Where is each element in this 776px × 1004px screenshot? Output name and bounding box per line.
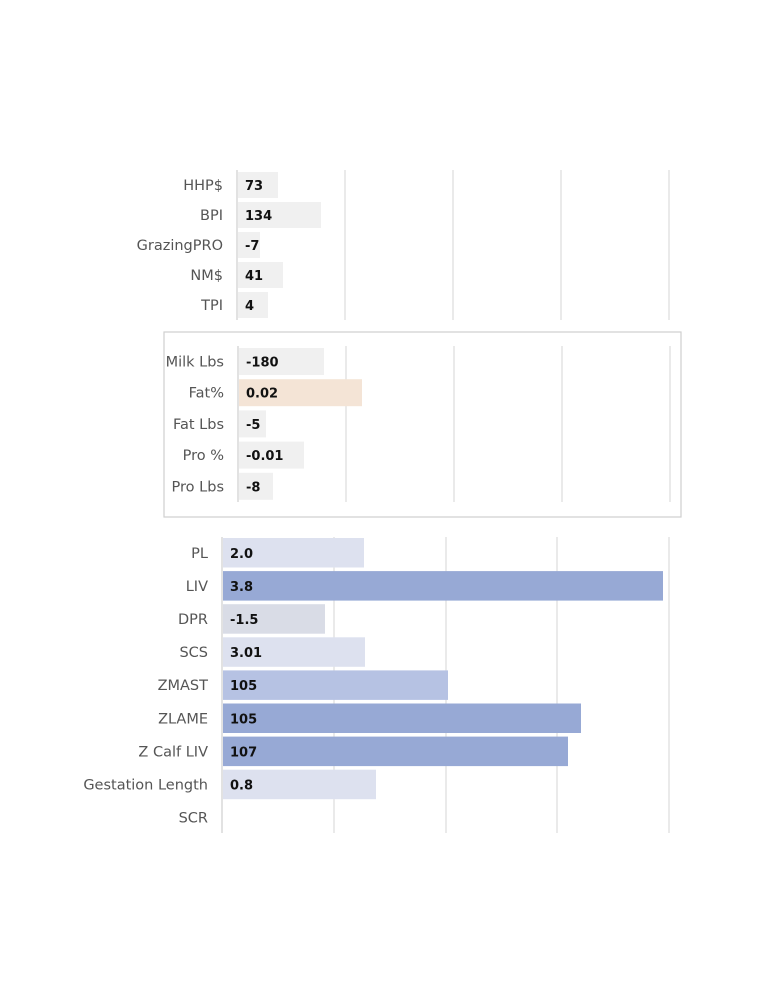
value-label: -180	[246, 356, 279, 371]
category-label: PL	[191, 546, 208, 562]
value-label: 134	[245, 209, 272, 224]
category-label: Pro %	[183, 448, 224, 464]
category-label: Fat Lbs	[173, 417, 224, 433]
value-label: 2.0	[230, 547, 253, 562]
value-label: -5	[246, 418, 260, 433]
value-label: 3.8	[230, 580, 253, 595]
bar	[239, 410, 266, 438]
category-label: Gestation Length	[83, 777, 208, 793]
bar	[239, 348, 324, 375]
category-label: Z Calf LIV	[138, 744, 208, 760]
value-label: -7	[245, 239, 259, 254]
bar	[223, 769, 376, 800]
value-label: -8	[246, 480, 260, 495]
value-label: 105	[230, 679, 257, 694]
value-label: 0.02	[246, 387, 278, 402]
bar	[223, 538, 364, 568]
bar	[238, 232, 260, 258]
category-label: LIV	[186, 579, 208, 595]
index-chart: HHP$ 73 BPI 134 GrazingPRO -7 NM$ 41 TPI 4	[137, 170, 670, 320]
category-label: TPI	[200, 298, 223, 314]
bar	[238, 262, 283, 288]
category-label: DPR	[178, 612, 208, 628]
value-label: 107	[230, 745, 257, 760]
bar	[239, 441, 304, 469]
category-label: GrazingPRO	[137, 238, 223, 254]
bar	[238, 202, 321, 228]
bar	[239, 472, 273, 500]
bar	[239, 379, 362, 407]
category-label: SCR	[179, 811, 208, 827]
category-label: SCS	[179, 645, 208, 661]
panel-frame	[163, 331, 682, 518]
value-label: -0.01	[246, 449, 283, 464]
category-label: NM$	[190, 268, 223, 284]
category-label: HHP$	[183, 178, 223, 194]
category-label: Milk Lbs	[166, 355, 224, 371]
bar	[223, 571, 663, 601]
category-label: Pro Lbs	[172, 479, 224, 495]
category-label: ZLAME	[158, 711, 208, 727]
value-label: -1.5	[230, 613, 258, 628]
value-label: 0.8	[230, 778, 253, 793]
value-label: 73	[245, 179, 263, 194]
production-chart: Milk Lbs -180 Fat% 0.02 Fat Lbs -5 Pro % -0.01 P…	[163, 331, 682, 518]
category-label: BPI	[200, 208, 223, 224]
value-label: 3.01	[230, 646, 262, 661]
category-label: Fat%	[189, 386, 224, 402]
category-label: ZMAST	[158, 678, 209, 694]
bar	[238, 172, 278, 198]
bar	[223, 670, 448, 700]
value-label: 105	[230, 712, 257, 727]
bar	[238, 292, 268, 318]
value-label: 4	[245, 299, 254, 314]
bar	[223, 736, 568, 767]
bar	[223, 637, 365, 667]
health-fertility-chart: PL 2.0 LIV 3.8 DPR -1.5 SCS 3.01 ZMAST 105 ZLAME 10…	[83, 537, 670, 833]
value-label: 41	[245, 269, 263, 284]
bar	[223, 703, 581, 733]
bar	[223, 604, 325, 634]
